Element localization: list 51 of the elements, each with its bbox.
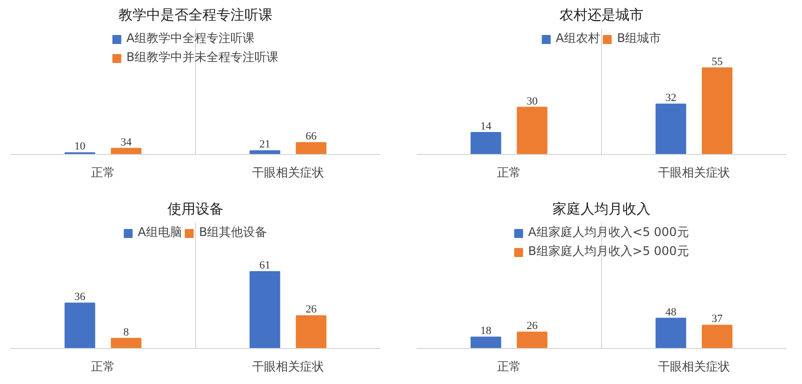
- data-label: 8: [123, 326, 130, 338]
- x-tick-label: 干眼相关症状: [658, 360, 730, 374]
- x-tick-label: 干眼相关症状: [658, 166, 730, 180]
- bar: [702, 324, 732, 348]
- legend-label: A组农村: [556, 30, 600, 47]
- bar: [110, 148, 142, 154]
- data-label: 66: [306, 130, 318, 143]
- x-tick-label: 干眼相关症状: [252, 166, 324, 180]
- x-tick-label: 正常: [497, 166, 521, 180]
- legend-label: B组其他设备: [198, 224, 268, 241]
- x-tick-label: 干眼相关症状: [252, 360, 324, 374]
- bar: [110, 338, 142, 348]
- data-label: 61: [259, 260, 270, 272]
- data-label: 30: [526, 95, 538, 108]
- data-label: 21: [259, 138, 270, 151]
- data-label: 14: [480, 120, 492, 132]
- bar: [516, 332, 548, 348]
- legend-label: B组教学中并未全程专注听课: [126, 49, 279, 66]
- data-label: 48: [665, 306, 677, 318]
- legend-label: A组电脑: [138, 224, 182, 241]
- bar: [702, 67, 732, 154]
- x-tick-label: 正常: [91, 360, 115, 374]
- bar: [296, 315, 326, 348]
- x-tick-label: 正常: [91, 166, 115, 180]
- bar: [470, 336, 502, 348]
- bar: [516, 106, 548, 154]
- data-label: 55: [712, 56, 724, 68]
- x-tick-label: 正常: [497, 360, 521, 374]
- bar: [656, 104, 686, 154]
- legend-label: A组家庭人均月收入<5 000元: [528, 224, 689, 241]
- bar: [296, 142, 326, 154]
- data-label: 26: [526, 320, 538, 332]
- data-label: 18: [480, 325, 492, 338]
- bar: [250, 150, 280, 154]
- chart-title: 使用设备: [168, 202, 224, 218]
- legend-label: B组家庭人均月收入>5 000元: [528, 243, 689, 260]
- legend-label: B组城市: [616, 30, 662, 47]
- bar: [470, 132, 502, 154]
- chart-title: 家庭人均月收入: [552, 202, 650, 218]
- data-label: 34: [120, 136, 132, 148]
- legend-label: A组教学中全程专注听课: [126, 30, 255, 47]
- bar: [64, 302, 96, 348]
- data-label: 26: [306, 304, 318, 316]
- chart-title: 教学中是否全程专注听课: [118, 8, 272, 24]
- data-label: 37: [712, 313, 724, 326]
- data-label: 32: [665, 92, 676, 104]
- data-label: 10: [74, 140, 86, 153]
- bar: [250, 271, 280, 348]
- bar: [656, 318, 686, 348]
- data-label: 36: [74, 291, 86, 304]
- chart-title: 农村还是城市: [560, 8, 644, 24]
